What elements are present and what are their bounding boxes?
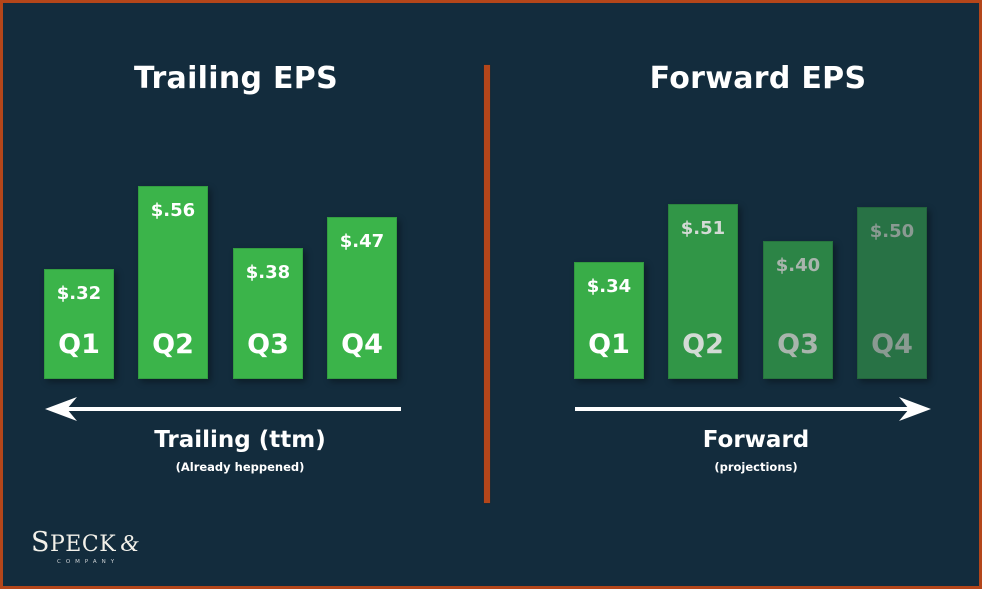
speck-company-logo: SPECK & COMPANY	[31, 527, 139, 565]
forward-eps-title: Forward EPS	[649, 61, 867, 96]
trailing-caption-main: Trailing (ttm)	[154, 427, 326, 453]
bar-value-label: $.56	[150, 200, 196, 221]
trailing-bar-q3: $.38 Q3	[233, 248, 303, 379]
logo-subtitle: COMPANY	[57, 559, 120, 565]
bar-quarter-label: Q3	[247, 329, 289, 360]
logo-ampersand: &	[120, 531, 139, 557]
bar-value-label: $.50	[869, 221, 915, 242]
forward-bar-q1: $.34 Q1	[574, 262, 644, 379]
trailing-caption: Trailing (ttm) (Already heppened)	[60, 427, 420, 474]
bar-value-label: $.51	[680, 218, 726, 239]
bar-quarter-label: Q2	[682, 329, 724, 360]
bar-quarter-label: Q3	[777, 329, 819, 360]
bar-quarter-label: Q1	[588, 329, 630, 360]
bar-quarter-label: Q2	[152, 329, 194, 360]
forward-caption-sub: (projections)	[714, 460, 798, 474]
bar-quarter-label: Q1	[58, 329, 100, 360]
forward-bar-q4: $.50 Q4	[857, 207, 927, 379]
bar-value-label: $.47	[339, 231, 385, 252]
trailing-eps-title: Trailing EPS	[133, 61, 339, 96]
forward-caption-main: Forward	[702, 427, 810, 453]
bar-value-label: $.40	[775, 255, 821, 276]
logo-wordmark: SPECK	[31, 527, 117, 558]
trailing-bar-q2: $.56 Q2	[138, 186, 208, 379]
bar-value-label: $.38	[245, 262, 291, 283]
right-arrow-icon	[575, 397, 931, 421]
bar-value-label: $.32	[56, 283, 102, 304]
forward-caption: Forward (projections)	[576, 427, 936, 474]
trailing-caption-sub: (Already heppened)	[175, 460, 305, 474]
bar-quarter-label: Q4	[341, 329, 383, 360]
panel-divider	[484, 65, 490, 503]
forward-bar-q2: $.51 Q2	[668, 204, 738, 379]
bar-value-label: $.34	[586, 276, 632, 297]
left-arrow-icon	[45, 397, 401, 421]
trailing-bar-q1: $.32 Q1	[44, 269, 114, 379]
forward-bar-q3: $.40 Q3	[763, 241, 833, 379]
trailing-bar-q4: $.47 Q4	[327, 217, 397, 379]
bar-quarter-label: Q4	[871, 329, 913, 360]
